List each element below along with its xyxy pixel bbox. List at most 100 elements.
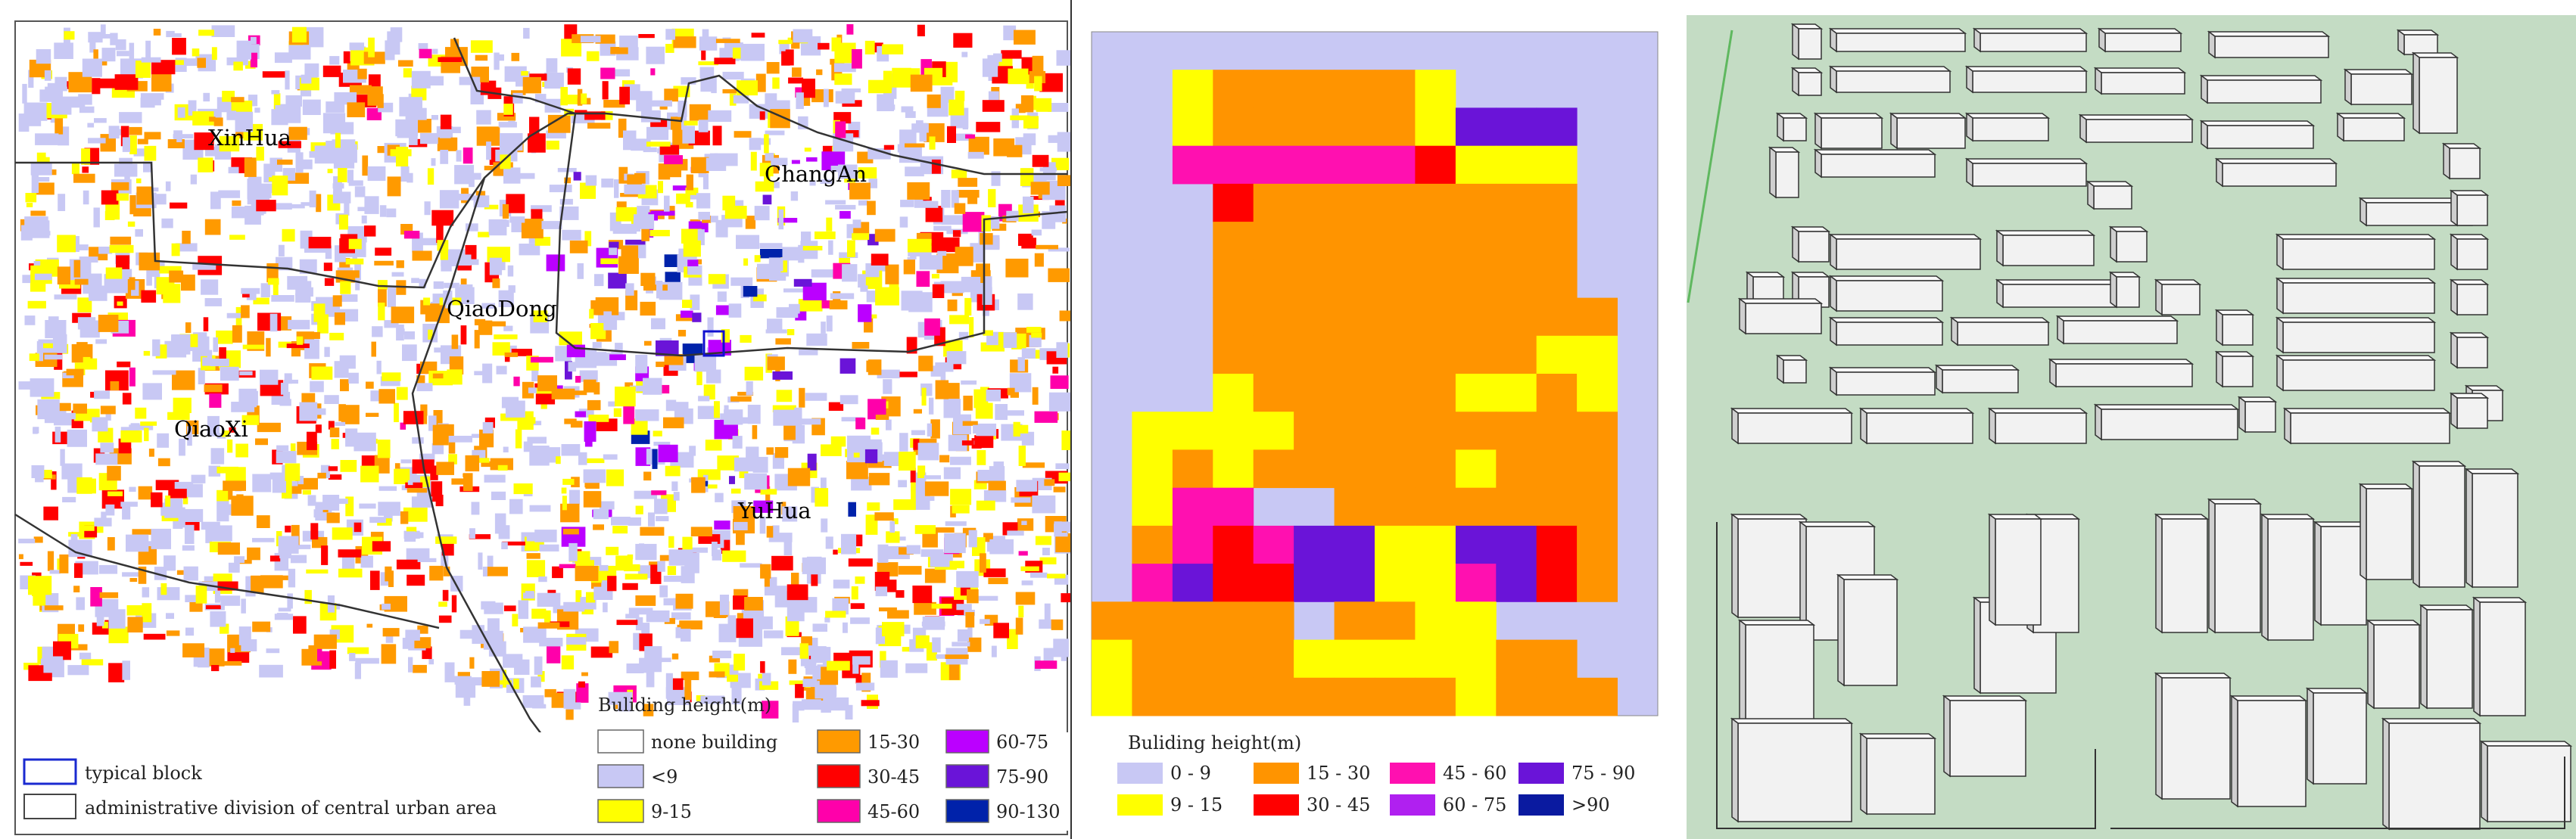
building-footprint (67, 665, 89, 676)
building-footprint (1031, 332, 1042, 338)
building-roof (2214, 158, 2338, 164)
building-footprint (874, 571, 890, 591)
building-footprint (114, 163, 138, 177)
building-footprint (667, 566, 677, 576)
building-footprint (1026, 327, 1042, 333)
building-footprint (650, 68, 656, 76)
building-footprint (291, 544, 311, 549)
raster-cell (1577, 564, 1618, 602)
building-footprint (329, 332, 344, 340)
building-footprint (812, 666, 821, 680)
raster-cell (1455, 564, 1497, 602)
building-side (2337, 112, 2344, 142)
building-footprint (915, 635, 930, 648)
building-footprint (252, 538, 275, 542)
building-footprint (271, 109, 288, 126)
building-footprint (932, 284, 945, 298)
building-footprint (204, 298, 222, 306)
building-footprint (213, 337, 218, 353)
building-footprint (1020, 168, 1034, 186)
building-footprint (988, 188, 996, 207)
building-footprint (628, 517, 641, 526)
raster-cell (1496, 222, 1537, 260)
building-footprint (43, 656, 64, 673)
building-block (2449, 148, 2481, 179)
building-footprint (94, 390, 110, 399)
building-footprint (406, 172, 413, 183)
building-footprint (641, 227, 649, 241)
building-footprint (35, 182, 55, 195)
building-footprint (898, 480, 907, 488)
building-footprint (232, 200, 241, 207)
building-footprint (1032, 154, 1049, 167)
building-footprint (575, 375, 581, 383)
building-footprint (993, 623, 1009, 639)
building-footprint (203, 317, 209, 331)
building-footprint (983, 533, 993, 542)
building-footprint (140, 98, 155, 108)
building-footprint (905, 143, 925, 148)
raster-cell (1253, 374, 1294, 412)
raster-cell (1496, 183, 1537, 222)
building-footprint (918, 356, 933, 371)
building-footprint (58, 412, 76, 420)
building-footprint (584, 231, 592, 247)
building-side (1830, 65, 1837, 94)
building-footprint (325, 245, 332, 259)
building-roof (2229, 695, 2308, 701)
building-block (2101, 409, 2238, 440)
building-footprint (658, 444, 678, 462)
building-footprint (55, 116, 64, 135)
building-footprint (466, 223, 478, 232)
building-footprint (651, 490, 667, 496)
raster-cell (1334, 259, 1375, 298)
building-footprint (933, 225, 952, 231)
building-footprint (84, 358, 98, 370)
building-footprint (1028, 350, 1047, 359)
building-footprint (378, 502, 400, 516)
building-footprint (205, 605, 221, 610)
building-side (1792, 23, 1799, 61)
building-footprint (299, 402, 318, 421)
building-footprint (417, 558, 437, 562)
raster-cell (1415, 335, 1456, 374)
building-footprint (472, 458, 490, 463)
building-footprint (858, 274, 866, 288)
building-footprint (496, 54, 504, 61)
raster-cell (1375, 335, 1416, 374)
map-legend-swatch (817, 764, 861, 788)
building-footprint (420, 361, 438, 374)
raster-cell (1132, 487, 1173, 527)
raster-cell (1455, 259, 1497, 298)
building-footprint (685, 194, 704, 200)
building-footprint (138, 486, 153, 500)
building-side (2110, 225, 2117, 263)
building-footprint (825, 536, 833, 549)
building-footprint (656, 340, 679, 356)
building-footprint (527, 437, 547, 444)
building-footprint (607, 576, 617, 592)
block-legend-swatch (1254, 794, 1299, 816)
building-footprint (437, 308, 450, 324)
building-footprint (717, 291, 727, 302)
building-footprint (276, 451, 297, 464)
building-footprint (76, 342, 88, 346)
building-footprint (1018, 605, 1024, 618)
building-footprint (507, 265, 514, 277)
raster-cell (1172, 677, 1213, 716)
building-footprint (411, 70, 431, 89)
building-footprint (269, 472, 282, 480)
building-footprint (699, 67, 715, 79)
raster-cell (1253, 677, 1294, 716)
building-footprint (825, 611, 846, 618)
building-footprint (93, 49, 98, 64)
building-footprint (643, 284, 668, 291)
building-roof (2381, 718, 2482, 724)
building-footprint (575, 411, 586, 418)
building-footprint (910, 74, 933, 92)
building-footprint (907, 68, 920, 75)
building-footprint (609, 354, 626, 360)
building-footprint (782, 506, 798, 522)
building-footprint (101, 48, 116, 62)
building-footprint (148, 449, 154, 457)
